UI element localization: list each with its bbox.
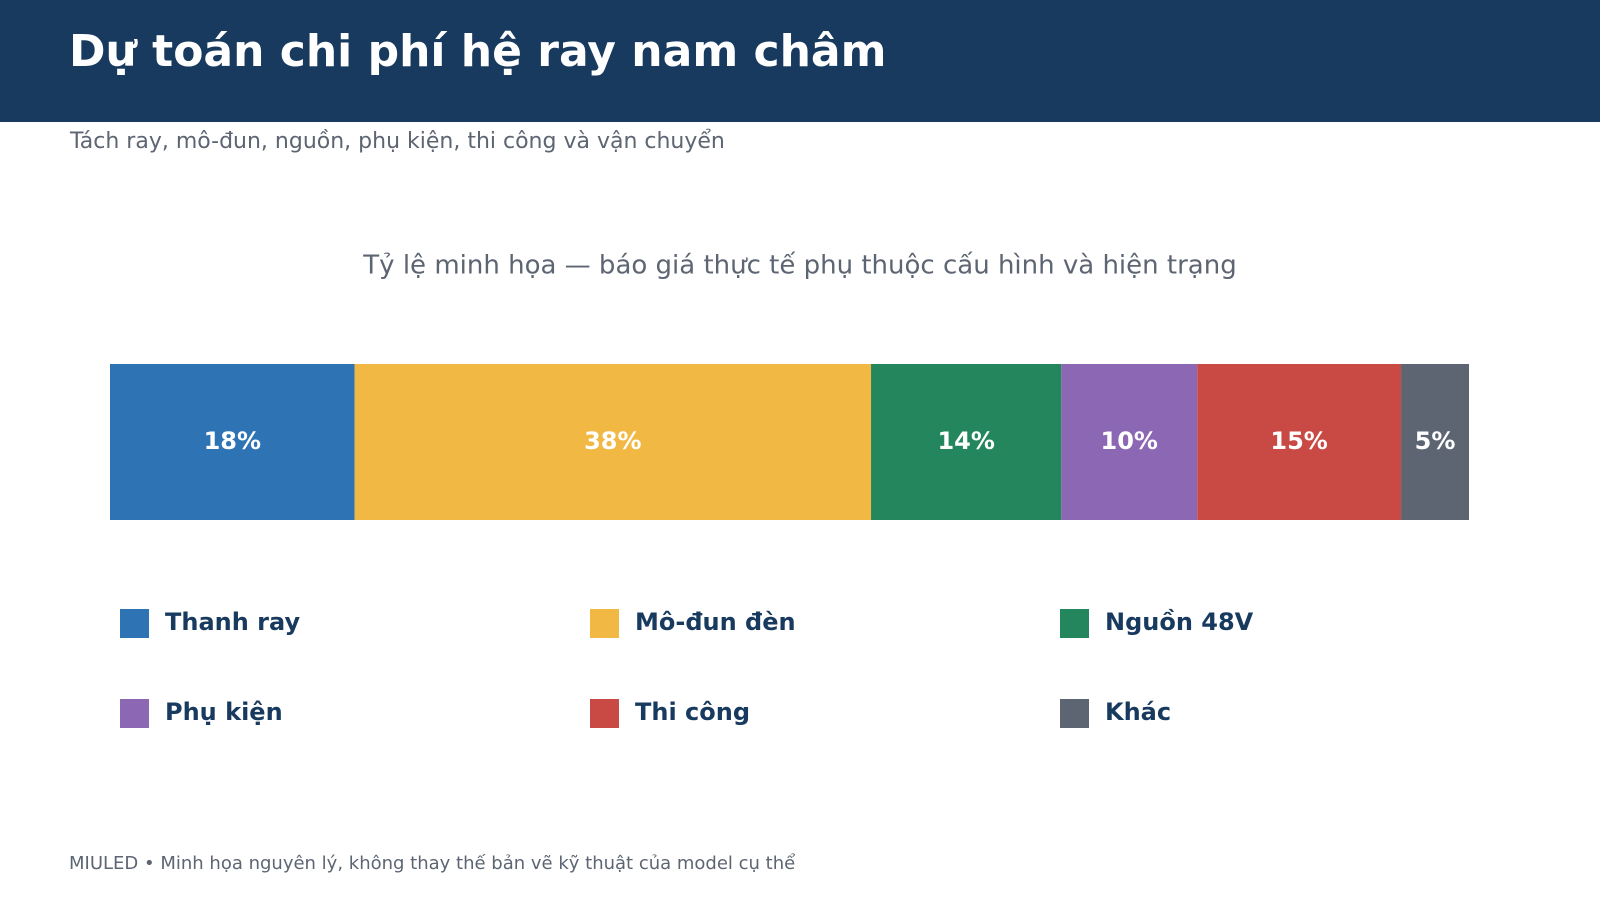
page-title: Dự toán chi phí hệ ray nam châm bbox=[69, 26, 886, 77]
page-subtitle: Tách ray, mô-đun, nguồn, phụ kiện, thi c… bbox=[69, 129, 725, 154]
bar-segment bbox=[1061, 364, 1198, 520]
header-band bbox=[0, 0, 1600, 122]
legend-label: Nguồn 48V bbox=[1105, 608, 1254, 636]
data-label: 38% bbox=[584, 427, 641, 455]
bar-segment bbox=[354, 364, 872, 520]
data-label: 14% bbox=[937, 427, 994, 455]
legend-label: Phụ kiện bbox=[165, 698, 283, 726]
legend-label: Khác bbox=[1105, 698, 1171, 726]
footer: MIULED • Minh họa nguyên lý, không thay … bbox=[69, 853, 795, 874]
legend-label: Thi công bbox=[635, 698, 750, 726]
bar-segment bbox=[1401, 364, 1469, 520]
data-label: 5% bbox=[1415, 427, 1456, 455]
chart-title: Tỷ lệ minh họa — báo giá thực tế phụ thu… bbox=[362, 251, 1236, 281]
legend-swatch bbox=[590, 699, 619, 728]
legend-swatch bbox=[1060, 699, 1089, 728]
bar-segment bbox=[871, 364, 1062, 520]
legend-swatch bbox=[120, 699, 149, 728]
data-label: 18% bbox=[204, 427, 261, 455]
data-label: 15% bbox=[1270, 427, 1327, 455]
bar-segment bbox=[1197, 364, 1402, 520]
legend-label: Thanh ray bbox=[165, 608, 300, 636]
legend-swatch bbox=[590, 609, 619, 638]
legend-swatch bbox=[120, 609, 149, 638]
bar-segment bbox=[110, 364, 355, 520]
data-label: 10% bbox=[1101, 427, 1158, 455]
legend-swatch bbox=[1060, 609, 1089, 638]
legend-label: Mô-đun đèn bbox=[635, 608, 796, 636]
